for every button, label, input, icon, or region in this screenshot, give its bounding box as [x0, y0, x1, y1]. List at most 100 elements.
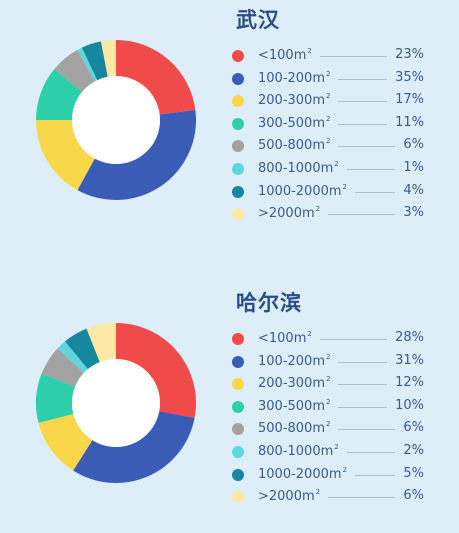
donut-slice-wuhan-6 — [81, 41, 108, 81]
legend-leader-harbin-2 — [338, 384, 387, 386]
legend-label-harbin-3: 300-500m2 — [258, 397, 331, 414]
donut-slice-harbin-3 — [36, 373, 76, 423]
legend-label-harbin-6: 1000-2000m2 — [258, 465, 347, 482]
legend-leader-wuhan-1 — [338, 78, 387, 80]
legend-leader-wuhan-4 — [338, 146, 395, 148]
legend-value-harbin-7: 6% — [403, 488, 424, 504]
legend-label-wuhan-6: 1000-2000m2 — [258, 182, 347, 199]
legend-value-harbin-4: 6% — [403, 420, 424, 436]
legend-leader-wuhan-2 — [338, 101, 387, 103]
legend-value-harbin-0: 28% — [395, 330, 424, 345]
legend-item-harbin-7: >2000m2 6% — [232, 487, 432, 507]
legend-dot-harbin-3 — [232, 400, 244, 413]
legend-leader-harbin-1 — [338, 361, 387, 363]
donut-slice-wuhan-0 — [116, 40, 196, 115]
legend-label-wuhan-2: 200-300m2 — [258, 92, 331, 109]
legend-value-wuhan-2: 17% — [395, 92, 424, 108]
donut-slice-wuhan-2 — [36, 120, 95, 191]
legend-item-wuhan-0: <100m2 23% — [232, 46, 432, 66]
legend-value-wuhan-1: 35% — [395, 69, 424, 85]
legend-item-harbin-1: 100-200m2 31% — [232, 352, 432, 372]
legend-dot-wuhan-2 — [232, 95, 244, 108]
legend-item-harbin-0: <100m2 28% — [232, 329, 432, 349]
legend-label-wuhan-4: 500-800m2 — [258, 137, 331, 154]
donut-chart-wuhan — [36, 40, 196, 200]
legend-label-harbin-5: 800-1000m2 — [258, 443, 339, 459]
legend-value-wuhan-4: 6% — [403, 137, 424, 153]
donut-slice-wuhan-1 — [77, 109, 196, 200]
legend-value-harbin-3: 10% — [395, 397, 424, 413]
legend-leader-harbin-7 — [328, 497, 395, 499]
chart-title-wuhan: 武汉 — [236, 8, 280, 32]
legend-leader-wuhan-3 — [338, 123, 387, 125]
legend-dot-wuhan-6 — [232, 185, 244, 198]
legend-leader-wuhan-5 — [347, 169, 395, 170]
legend-wuhan: <100m2 23% 100-200m2 35% 200-300m2 17% 300-500… — [0, 0, 459, 250]
chart-panel-harbin: 哈尔滨 <100m2 28% 100-200m2 31% 200-300m2 12% 300… — [0, 283, 459, 533]
legend-value-wuhan-6: 4% — [403, 182, 424, 198]
legend-value-wuhan-0: 23% — [395, 47, 424, 62]
legend-value-harbin-2: 12% — [395, 375, 424, 391]
legend-dot-wuhan-1 — [232, 72, 244, 85]
legend-label-wuhan-5: 800-1000m2 — [258, 160, 339, 176]
legend-value-wuhan-7: 3% — [403, 205, 424, 221]
donut-slice-wuhan-3 — [36, 69, 83, 120]
chart-panel-wuhan: 武汉 <100m2 23% 100-200m2 35% 200-300m2 17% 300-… — [0, 0, 459, 250]
legend-dot-harbin-0 — [232, 333, 244, 345]
legend-value-harbin-1: 31% — [395, 352, 424, 368]
legend-leader-wuhan-7 — [328, 214, 395, 216]
legend-dot-harbin-5 — [232, 446, 244, 458]
donut-slice-harbin-4 — [41, 348, 84, 387]
legend-item-harbin-4: 500-800m2 6% — [232, 419, 432, 439]
donut-slice-wuhan-7 — [101, 40, 116, 77]
donut-slice-harbin-0 — [116, 323, 196, 418]
legend-harbin: <100m2 28% 100-200m2 31% 200-300m2 12% 300-500… — [0, 283, 459, 533]
legend-item-wuhan-3: 300-500m2 11% — [232, 114, 432, 134]
legend-item-harbin-2: 200-300m2 12% — [232, 374, 432, 394]
legend-dot-harbin-7 — [232, 491, 244, 504]
legend-label-harbin-7: >2000m2 — [258, 488, 321, 505]
legend-label-wuhan-7: >2000m2 — [258, 205, 321, 222]
legend-dot-harbin-2 — [232, 378, 244, 391]
donut-hole-harbin — [72, 359, 160, 447]
legend-leader-harbin-5 — [347, 452, 395, 453]
legend-leader-harbin-4 — [338, 429, 395, 431]
legend-leader-harbin-3 — [338, 406, 387, 408]
legend-dot-wuhan-5 — [232, 163, 244, 175]
legend-item-wuhan-6: 1000-2000m2 4% — [232, 182, 432, 202]
donut-slice-harbin-1 — [73, 411, 195, 483]
legend-item-harbin-6: 1000-2000m2 5% — [232, 465, 432, 485]
legend-leader-wuhan-6 — [355, 191, 395, 193]
legend-value-wuhan-3: 11% — [395, 114, 424, 130]
legend-item-wuhan-1: 100-200m2 35% — [232, 69, 432, 89]
donut-slice-harbin-6 — [65, 328, 100, 370]
legend-item-harbin-5: 800-1000m2 2% — [232, 442, 432, 462]
donut-slice-wuhan-5 — [77, 47, 98, 82]
legend-value-wuhan-5: 1% — [403, 160, 424, 175]
legend-label-harbin-2: 200-300m2 — [258, 375, 331, 392]
legend-label-wuhan-1: 100-200m2 — [258, 69, 331, 86]
legend-label-harbin-0: <100m2 — [258, 330, 312, 346]
donut-slice-harbin-5 — [57, 341, 88, 373]
legend-dot-harbin-6 — [232, 468, 244, 481]
legend-label-harbin-4: 500-800m2 — [258, 420, 331, 437]
legend-item-wuhan-4: 500-800m2 6% — [232, 136, 432, 156]
legend-dot-wuhan-4 — [232, 140, 244, 153]
donut-slice-harbin-2 — [38, 413, 93, 471]
legend-leader-wuhan-0 — [320, 56, 387, 57]
legend-dot-wuhan-7 — [232, 208, 244, 221]
donut-slice-wuhan-4 — [54, 49, 95, 92]
legend-item-wuhan-2: 200-300m2 17% — [232, 91, 432, 111]
legend-dot-harbin-1 — [232, 355, 244, 368]
legend-leader-harbin-0 — [320, 339, 387, 340]
donut-hole-wuhan — [72, 76, 160, 164]
legend-item-harbin-3: 300-500m2 10% — [232, 397, 432, 417]
legend-value-harbin-6: 5% — [403, 465, 424, 481]
legend-value-harbin-5: 2% — [403, 443, 424, 458]
legend-dot-harbin-4 — [232, 423, 244, 436]
legend-dot-wuhan-3 — [232, 117, 244, 130]
donut-chart-harbin — [36, 323, 196, 483]
legend-label-harbin-1: 100-200m2 — [258, 352, 331, 369]
donut-slice-harbin-7 — [86, 323, 116, 363]
chart-title-harbin: 哈尔滨 — [236, 291, 302, 315]
